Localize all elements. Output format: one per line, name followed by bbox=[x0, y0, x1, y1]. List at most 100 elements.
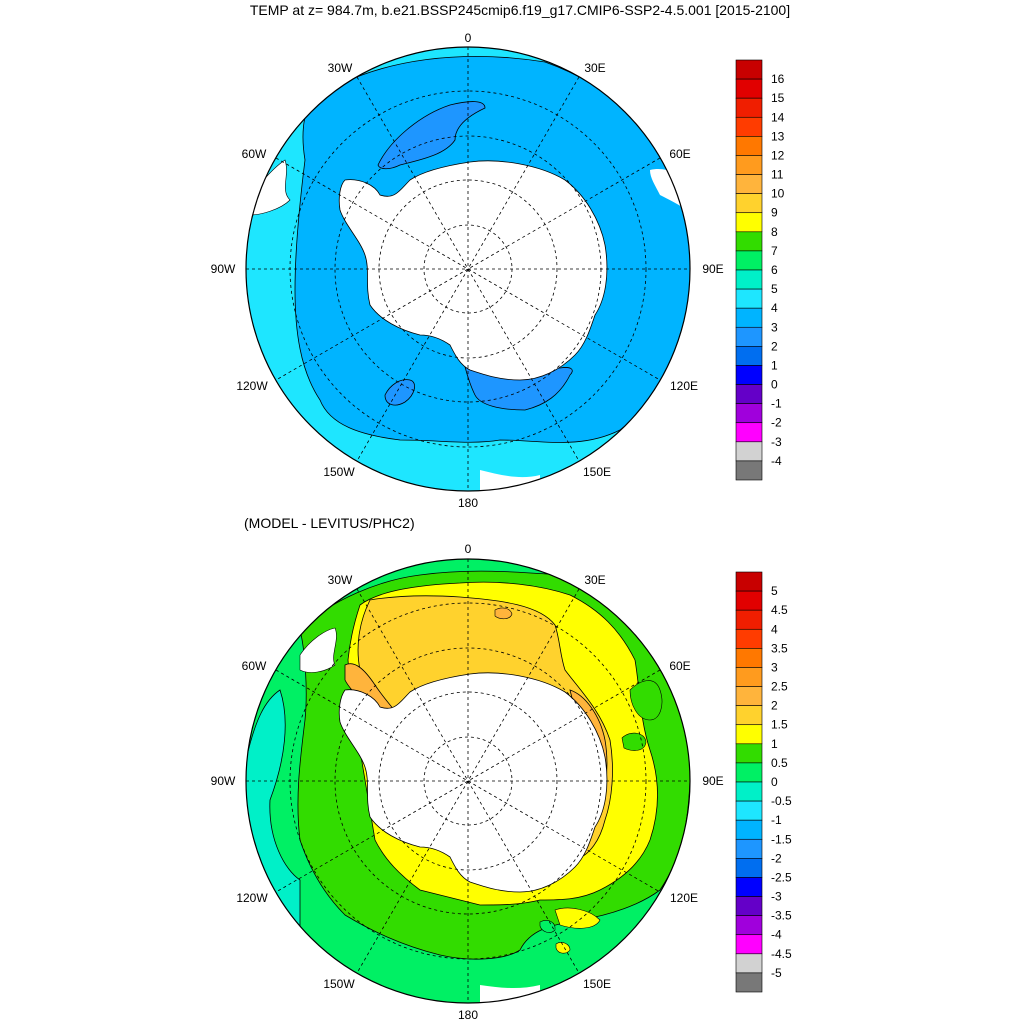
colorbar-swatch bbox=[735, 326, 763, 347]
colorbar-swatch bbox=[735, 934, 763, 955]
lon-label-60w-bottom: 60W bbox=[242, 659, 267, 673]
colorbar-tick-label: -2 bbox=[771, 851, 782, 865]
colorbar-tick-label: 2 bbox=[771, 339, 778, 353]
difference-subtitle: (MODEL - LEVITUS/PHC2) bbox=[244, 515, 415, 531]
map-border-top bbox=[245, 46, 691, 492]
colorbar-swatch bbox=[735, 403, 763, 424]
new-zealand-edge-bottom bbox=[480, 985, 540, 1003]
colorbar-tick-label: 2.5 bbox=[771, 680, 788, 694]
colorbar-bottom: 5 4.5 4 3.5 3 2.5 2 1.5 1 0.5 0 -0.5 -1 -1.5 -2 -2.5 -3 -… bbox=[735, 571, 792, 993]
south-america-tip-bottom bbox=[299, 627, 337, 673]
lon-label-90w-bottom: 90W bbox=[211, 774, 236, 788]
colorbar-swatch bbox=[735, 648, 763, 668]
lon-label-180: 180 bbox=[458, 496, 478, 510]
colorbar-swatch bbox=[735, 365, 763, 385]
green-spot-east bbox=[621, 732, 647, 751]
colorbar-tick-label: -4 bbox=[771, 454, 782, 468]
lon-label-180-bottom: 180 bbox=[458, 1008, 478, 1022]
graticule-top bbox=[246, 47, 690, 491]
colorbar-swatch bbox=[735, 231, 763, 252]
colorbar-tick-label: -1.5 bbox=[771, 832, 792, 846]
colorbar-swatch bbox=[735, 762, 763, 783]
colorbar-swatch bbox=[735, 346, 763, 366]
colorbar-tick-label: 5 bbox=[771, 282, 778, 296]
colorbar-tick-label: 2 bbox=[771, 699, 778, 713]
lon-label-150e-bottom: 150E bbox=[583, 977, 611, 991]
lon-label-30w-bottom: 30W bbox=[328, 573, 353, 587]
colorbar-tick-label: 9 bbox=[771, 206, 778, 220]
colorbar-tick-label: 4.5 bbox=[771, 603, 788, 617]
colorbar-tick-label: 1 bbox=[771, 358, 778, 372]
lon-label-30e: 30E bbox=[584, 61, 605, 75]
colorbar-tick-label: -4 bbox=[771, 928, 782, 942]
colorbar-swatch bbox=[735, 288, 763, 309]
antarctica-landmass bbox=[338, 160, 608, 381]
lon-label-60e: 60E bbox=[669, 147, 690, 161]
colorbar-swatch bbox=[735, 460, 763, 481]
map-border-bottom bbox=[245, 558, 691, 1004]
colorbar-swatch bbox=[735, 686, 763, 706]
colorbar-swatch bbox=[735, 571, 763, 592]
lon-label-120w: 120W bbox=[236, 379, 268, 393]
colorbar-tick-label: -0.5 bbox=[771, 794, 792, 808]
lon-label-120w-bottom: 120W bbox=[236, 891, 268, 905]
lon-label-90e: 90E bbox=[702, 262, 723, 276]
colorbar-swatch bbox=[735, 628, 763, 649]
colorbar-swatch bbox=[735, 743, 763, 764]
colorbar-tick-label: 3 bbox=[771, 660, 778, 674]
colorbar-swatch bbox=[735, 877, 763, 897]
colorbar-tick-label: -3 bbox=[771, 435, 782, 449]
colorbar-tick-label: -2.5 bbox=[771, 870, 792, 884]
colorbar-swatch bbox=[735, 590, 763, 611]
colorbar-swatch bbox=[735, 193, 763, 214]
colorbar-tick-label: 8 bbox=[771, 225, 778, 239]
colorbar-tick-label: 0.5 bbox=[771, 756, 788, 770]
warm-spot-north bbox=[494, 607, 513, 620]
colorbar-swatch bbox=[735, 116, 763, 137]
graticule-bottom bbox=[246, 559, 690, 1003]
colorbar-tick-label: -1 bbox=[771, 397, 782, 411]
colorbar-tick-label: 0 bbox=[771, 775, 778, 789]
lon-label-0: 0 bbox=[465, 31, 472, 45]
green-patch-east bbox=[629, 680, 663, 721]
bottom-polar-map: 0 30E 60E 90E 120E 150E 180 150W 120W 90… bbox=[211, 542, 724, 1022]
lon-label-90e-bottom: 90E bbox=[702, 774, 723, 788]
lon-label-30e-bottom: 30E bbox=[584, 573, 605, 587]
lon-label-150w-bottom: 150W bbox=[323, 977, 355, 991]
colorbar-tick-label: 4 bbox=[771, 622, 778, 636]
lon-label-90w: 90W bbox=[211, 262, 236, 276]
colorbar-tick-label: 10 bbox=[771, 187, 785, 201]
colorbar-tick-label: 3.5 bbox=[771, 641, 788, 655]
lon-label-0-bottom: 0 bbox=[465, 542, 472, 556]
colorbar-tick-label: 1 bbox=[771, 737, 778, 751]
lon-label-60e-bottom: 60E bbox=[669, 659, 690, 673]
colorbar-swatch bbox=[735, 250, 763, 271]
lon-label-120e-bottom: 120E bbox=[670, 891, 698, 905]
colorbar-tick-label: -2 bbox=[771, 416, 782, 430]
new-zealand-edge bbox=[480, 470, 540, 491]
colorbar-tick-label: -5 bbox=[771, 966, 782, 980]
colorbar-swatch bbox=[735, 953, 763, 974]
colorbar-swatch bbox=[735, 269, 763, 290]
colorbar-tick-label: 15 bbox=[771, 91, 785, 105]
colorbar-swatch bbox=[735, 155, 763, 175]
colorbar-tick-label: 5 bbox=[771, 584, 778, 598]
lon-label-30w: 30W bbox=[328, 61, 353, 75]
colorbar-swatch bbox=[735, 724, 763, 745]
colorbar-tick-label: 0 bbox=[771, 378, 778, 392]
colorbar-swatch bbox=[735, 174, 763, 194]
colorbar-swatch bbox=[735, 212, 763, 233]
yellow-spot-south bbox=[555, 942, 571, 954]
colorbar-tick-label: 16 bbox=[771, 72, 785, 86]
top-polar-map: 0 30E 60E 90E 120E 150E 180 150W 120W 90… bbox=[211, 31, 724, 510]
plot-title: TEMP at z= 984.7m, b.e21.BSSP245cmip6.f1… bbox=[249, 2, 791, 18]
colorbar-swatch bbox=[735, 705, 763, 726]
colorbar-tick-label: 4 bbox=[771, 301, 778, 315]
colorbar-swatch bbox=[735, 838, 763, 859]
colorbar-swatch bbox=[735, 800, 763, 821]
green-spot-south bbox=[539, 920, 556, 933]
colorbar-swatch bbox=[735, 384, 763, 404]
colorbar-swatch bbox=[735, 441, 763, 462]
